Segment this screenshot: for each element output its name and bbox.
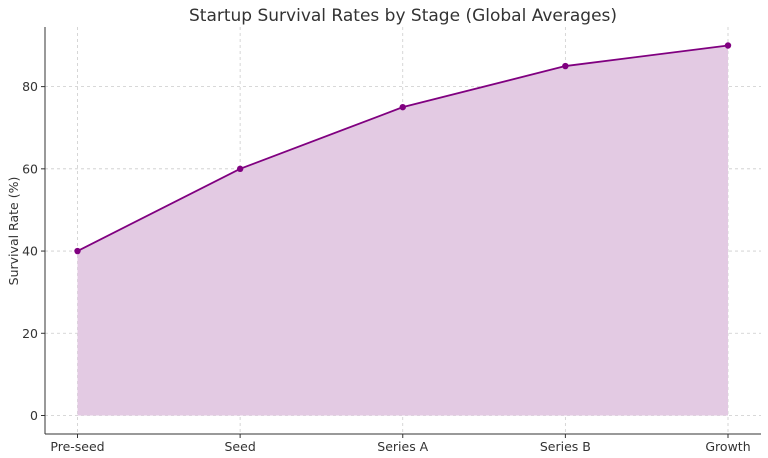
x-tick-label: Seed <box>225 439 256 454</box>
data-point-seed <box>236 165 244 173</box>
data-point-growth <box>724 42 732 49</box>
y-axis-title: Survival Rate (%) <box>6 177 21 286</box>
x-tick-label: Pre-seed <box>50 439 104 454</box>
chart-title: Startup Survival Rates by Stage (Global … <box>189 6 617 26</box>
x-tick-label: Series B <box>540 439 591 454</box>
area-fill <box>77 45 728 416</box>
data-point-series-a <box>399 103 406 111</box>
x-ticks: Pre-seed Seed Series A Series B Growth <box>50 434 751 454</box>
y-axis-title-group: Survival Rate (%) <box>6 177 21 286</box>
y-tick-label: 80 <box>22 79 38 94</box>
y-tick-label: 0 <box>30 408 38 423</box>
y-ticks: 0 20 40 60 80 <box>22 79 45 423</box>
data-points <box>74 42 732 255</box>
x-tick-label: Series A <box>377 439 428 454</box>
data-point-series-b <box>562 62 569 70</box>
y-tick-label: 40 <box>22 244 38 259</box>
y-tick-label: 60 <box>22 161 38 176</box>
data-point-pre-seed <box>74 247 81 255</box>
x-tick-label: Growth <box>705 439 750 454</box>
area-fill-layer <box>77 45 728 416</box>
y-tick-label: 20 <box>22 326 38 341</box>
